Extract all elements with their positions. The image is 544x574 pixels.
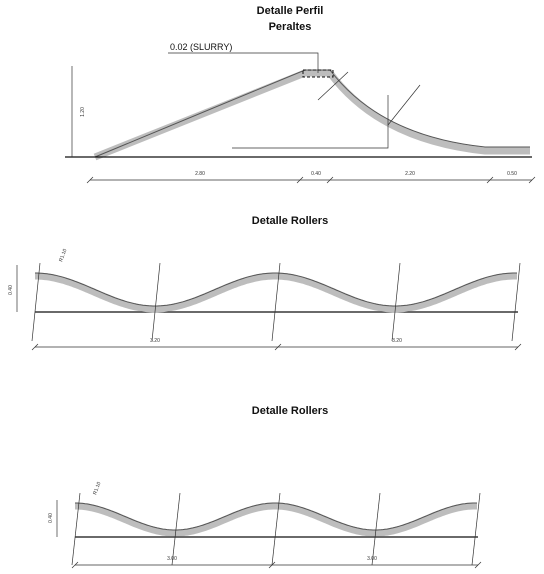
- roller-edge: [75, 502, 477, 531]
- dimension-label: 0.50: [507, 171, 517, 177]
- roller-band: [75, 502, 477, 537]
- dimension-tick: [296, 176, 304, 184]
- section-title: Detalle Rollers: [252, 405, 328, 417]
- radius-leader: [271, 262, 281, 342]
- dimension-label: 3.00: [167, 556, 177, 562]
- radius-leader: [71, 492, 81, 566]
- dimension-tick: [474, 561, 482, 569]
- dimension-label: 2.80: [195, 171, 205, 177]
- height-label: 0.40: [48, 513, 54, 523]
- radius-leader: [171, 492, 181, 566]
- dimension-tick: [31, 343, 39, 351]
- dimension-tick: [326, 176, 334, 184]
- dimension-tick: [274, 343, 282, 351]
- square-guide: [232, 95, 389, 149]
- dimension-tick: [86, 176, 94, 184]
- radius-leader: [31, 262, 41, 342]
- profile-edge: [94, 69, 530, 158]
- dimension-tick: [514, 343, 522, 351]
- radius-leader: [317, 71, 349, 101]
- radius-leader: [151, 262, 161, 342]
- detail-box: [302, 69, 334, 78]
- height-label: 0.40: [8, 285, 14, 295]
- section-title: Detalle Perfil: [257, 5, 324, 17]
- roller-edge: [35, 272, 517, 307]
- dimension-tick: [71, 561, 79, 569]
- radius-label: R1.10: [92, 481, 102, 496]
- section-subtitle: Peraltes: [269, 21, 312, 33]
- dimension-label: 0.40: [311, 171, 321, 177]
- dimension-label: 3.20: [392, 338, 402, 344]
- radius-leader: [471, 492, 481, 566]
- section-title: Detalle Rollers: [252, 215, 328, 227]
- radius-leader: [387, 84, 421, 126]
- profile-band: [93, 69, 530, 161]
- dimension-tick: [486, 176, 494, 184]
- dimension-label: 2.20: [405, 171, 415, 177]
- height-label: 1.20: [80, 107, 86, 117]
- dimension-label: 3.20: [150, 338, 160, 344]
- dimension-tick: [268, 561, 276, 569]
- roller-band: [35, 272, 517, 313]
- dimension-tick: [528, 176, 536, 184]
- radius-leader: [371, 492, 381, 566]
- leader-line: [168, 52, 319, 73]
- radius-label: R1.10: [58, 248, 68, 263]
- radius-leader: [391, 262, 401, 342]
- note: 0.02 (SLURRY): [170, 42, 232, 52]
- radius-leader: [271, 492, 281, 566]
- dimension-label: 3.00: [367, 556, 377, 562]
- radius-leader: [511, 262, 521, 342]
